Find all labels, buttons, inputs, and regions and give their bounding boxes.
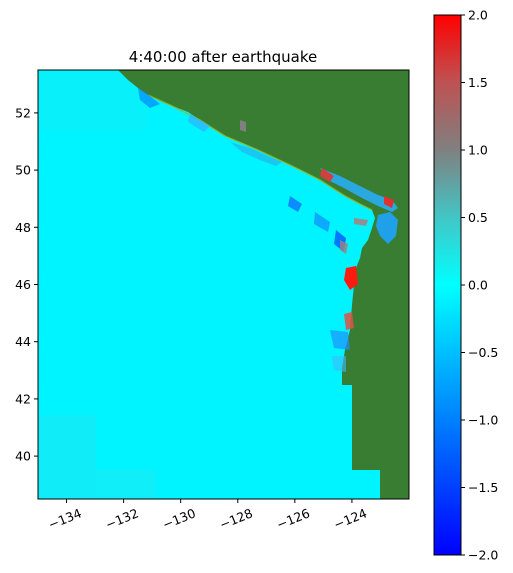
wave-anomaly-negative (330, 330, 350, 350)
wave-anomaly-negative (288, 196, 302, 212)
plot-title: 4:40:00 after earthquake (129, 48, 317, 66)
x-tick-label: −124 (332, 505, 369, 532)
x-tick-label: −134 (46, 505, 83, 532)
colorbar-tick-label: 1.5 (468, 75, 488, 90)
colorbar-tick-label: 2.0 (468, 8, 488, 23)
strait-water (320, 168, 398, 212)
y-tick-label: 50 (15, 163, 31, 178)
wave-anomaly-positive (320, 168, 334, 182)
colorbar (433, 14, 462, 556)
colorbar-tick-label: 0.5 (468, 210, 488, 225)
x-tick-label: −126 (274, 505, 311, 532)
y-tick-label: 52 (15, 105, 31, 120)
colorbar-axis: 2.0 1.5 1.0 0.5 0.0 −0.5 −1.0 −1.5 −2.0 (461, 8, 498, 563)
wave-anomaly-neutral (354, 218, 368, 226)
strait-water (230, 142, 282, 166)
ocean-patch (38, 415, 96, 499)
x-axis: −134 −132 −130 −128 −126 −124 (46, 499, 369, 532)
wave-anomaly-positive (344, 266, 358, 290)
ocean-patch (96, 470, 156, 499)
wave-anomaly-negative (314, 212, 330, 232)
puget-sound (376, 212, 398, 244)
wave-anomaly-positive (344, 312, 354, 330)
wave-anomaly-negative (188, 114, 210, 132)
colorbar-tick-label: −0.5 (468, 345, 498, 360)
wave-anomaly-neutral (240, 120, 246, 132)
x-tick-label: −128 (217, 505, 254, 532)
map-area (38, 70, 409, 499)
colorbar-tick-label: 0.0 (468, 278, 488, 293)
y-tick-label: 44 (15, 334, 31, 349)
colorbar-tick-label: −1.5 (468, 480, 498, 495)
y-tick-label: 40 (15, 449, 31, 464)
y-axis: 40 42 44 46 48 50 52 (15, 105, 38, 464)
wave-anomaly-negative (332, 356, 346, 372)
wave-anomaly-neutral (340, 240, 348, 254)
wave-anomaly-negative (138, 88, 160, 108)
y-tick-label: 48 (15, 220, 31, 235)
colorbar-tick-label: −1.0 (468, 413, 498, 428)
colorbar-tick-label: 1.0 (468, 143, 488, 158)
x-tick-label: −130 (160, 505, 197, 532)
x-tick-label: −132 (103, 505, 140, 532)
coastline-fringe (147, 94, 373, 211)
y-tick-label: 42 (15, 391, 31, 406)
colorbar-tick-label: −2.0 (468, 548, 498, 563)
y-tick-label: 46 (15, 277, 31, 292)
wave-anomaly-positive (384, 196, 394, 208)
